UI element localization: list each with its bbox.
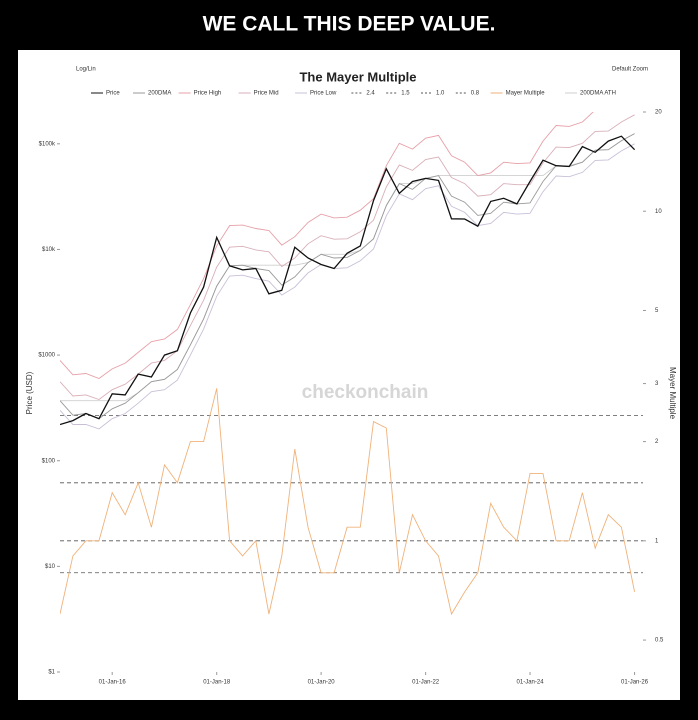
series-line: [60, 135, 636, 426]
x-tick-label: 01-Jan-26: [621, 680, 649, 686]
legend-label: Price High: [194, 91, 222, 97]
y-tick-label: $10: [45, 564, 56, 570]
x-tick-label: 01-Jan-16: [99, 680, 127, 686]
series-line: [60, 143, 635, 430]
x-tick-label: 01-Jan-18: [203, 680, 231, 686]
legend-label: 200DMA: [148, 91, 171, 97]
scale-toggle[interactable]: Log/Lin: [76, 67, 96, 73]
legend-label: Price Low: [310, 91, 337, 97]
x-tick-label: 01-Jan-24: [517, 680, 545, 686]
y2-tick-label: 5: [655, 308, 659, 314]
x-tick-label: 01-Jan-20: [308, 680, 336, 686]
y-tick-label: $1: [48, 670, 55, 676]
legend-label: 0.8: [471, 91, 480, 97]
y-tick-label: $10k: [42, 247, 56, 253]
legend-label: 2.4: [366, 91, 375, 97]
y2-tick-label: 10: [655, 209, 662, 215]
series-line: [60, 133, 635, 420]
legend-label: 1.0: [436, 91, 445, 97]
series-line: [60, 112, 594, 380]
y2-tick-label: 3: [655, 381, 659, 387]
y2-tick-label: 0.5: [655, 638, 664, 644]
y-axis-label: Price (USD): [25, 371, 34, 414]
legend-label: Price: [106, 91, 120, 97]
series-line: [60, 114, 635, 401]
zoom-toggle[interactable]: Default Zoom: [612, 67, 648, 73]
chart-panel: [18, 50, 680, 700]
headline: WE CALL THIS DEEP VALUE.: [203, 13, 496, 36]
y2-tick-label: 2: [655, 439, 659, 445]
y2-tick-label: 1: [655, 538, 659, 544]
y-tick-label: $1000: [38, 353, 55, 359]
watermark: checkonchain: [302, 382, 429, 403]
legend-label: 200DMA ATH: [580, 91, 616, 97]
y-tick-label: $100: [42, 458, 56, 464]
y-tick-label: $100k: [39, 141, 56, 147]
legend-label: 1.5: [401, 91, 410, 97]
plot-area: [60, 112, 643, 616]
y2-tick-label: 20: [655, 110, 662, 116]
series-line: [60, 388, 636, 616]
y2-axis-label: Mayer Multiple: [668, 367, 677, 420]
legend-label: Mayer Multiple: [506, 91, 546, 97]
x-tick-label: 01-Jan-22: [412, 680, 440, 686]
legend-label: Price Mid: [254, 91, 279, 97]
chart-title: The Mayer Multiple: [299, 69, 416, 84]
